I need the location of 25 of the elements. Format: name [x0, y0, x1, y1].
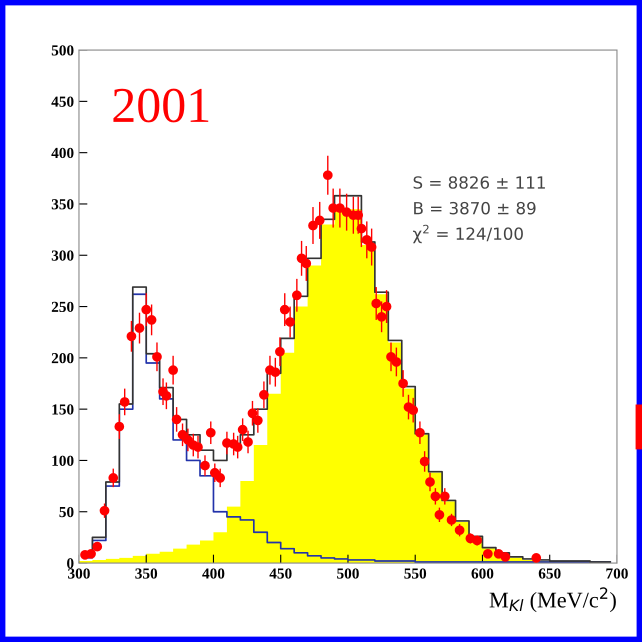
- x-tick-label: 400: [202, 568, 224, 579]
- annotation: 2001: [113, 88, 208, 122]
- y-tick-label: 250: [52, 302, 74, 312]
- y-tick-label: 200: [52, 352, 74, 364]
- x-tick-label: 550: [404, 568, 426, 579]
- y-tick-label: 100: [52, 456, 74, 466]
- annotation: χ$^{2}$ = 124/100: [413, 224, 523, 244]
- x-tick-label: 600: [472, 568, 494, 579]
- x-tick-label: 700: [606, 568, 628, 579]
- y-tick-label: 400: [51, 148, 74, 158]
- y-tick-label: 150: [52, 404, 74, 415]
- y-tick-label: 50: [59, 506, 74, 518]
- y-tick-label: 450: [51, 96, 74, 107]
- x-tick-label: 300: [68, 568, 90, 579]
- annotation: B = 3870 ± 89: [414, 202, 536, 214]
- y-tick-label: 350: [52, 199, 74, 210]
- x-tick-label: 500: [337, 568, 359, 579]
- x-tick-label: 450: [269, 568, 292, 579]
- y-tick-label: 500: [52, 45, 74, 56]
- y-tick-label: 300: [52, 250, 74, 261]
- x-tick-label: 650: [538, 568, 561, 579]
- y-tick-label: 0: [67, 558, 74, 568]
- x-axis-title: M$_{Kl}$ (MeV/c$^{2}$): [490, 587, 616, 612]
- annotation: S = 8826 ± 111: [414, 176, 545, 189]
- x-tick-label: 350: [135, 568, 158, 579]
